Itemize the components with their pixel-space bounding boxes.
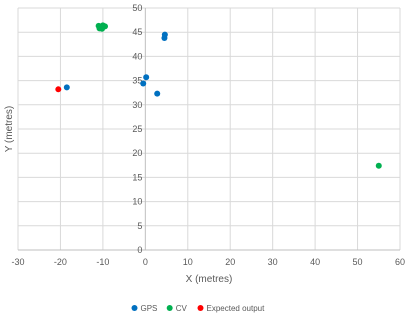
gps-point — [154, 90, 161, 97]
legend-label-cv: CV — [176, 304, 188, 313]
y-tick-labels: 0 5 10 15 20 25 30 35 40 45 50 — [132, 3, 142, 255]
x-tick-label: 30 — [268, 257, 278, 267]
y-tick-label: 30 — [132, 100, 142, 110]
y-tick-label: 10 — [132, 197, 142, 207]
x-tick-label: 40 — [310, 257, 320, 267]
x-tick-label: 20 — [225, 257, 235, 267]
y-tick-label: 5 — [137, 221, 142, 231]
expected-output-point — [55, 86, 62, 93]
data-points — [55, 22, 382, 169]
y-tick-label: 35 — [132, 76, 142, 86]
legend-label-gps: GPS — [141, 304, 158, 313]
y-tick-label: 25 — [132, 124, 142, 134]
y-tick-label: 15 — [132, 172, 142, 182]
y-tick-label: 0 — [137, 245, 142, 255]
legend: GPS CV Expected output — [131, 304, 266, 313]
y-axis-title: Y (metres) — [4, 106, 15, 153]
x-tick-label: -20 — [54, 257, 67, 267]
gps-point — [161, 31, 168, 38]
legend-label-expected-output: Expected output — [207, 304, 266, 313]
x-tick-label: 10 — [183, 257, 193, 267]
x-tick-label: 60 — [395, 257, 405, 267]
x-tick-label: 50 — [353, 257, 363, 267]
gps-point — [143, 74, 150, 81]
y-tick-label: 50 — [132, 3, 142, 13]
y-tick-label: 20 — [132, 148, 142, 158]
legend-marker-gps — [131, 305, 138, 311]
cv-point — [375, 162, 382, 169]
x-tick-label: 0 — [143, 257, 148, 267]
gps-point — [140, 80, 147, 87]
x-tick-label: -10 — [96, 257, 109, 267]
legend-marker-expected-output — [197, 305, 204, 311]
cv-point — [99, 25, 106, 32]
x-tick-label: -30 — [11, 257, 24, 267]
gps-point — [63, 84, 70, 91]
grid-lines — [17, 7, 401, 250]
y-tick-label: 40 — [132, 51, 142, 61]
x-axis-title: X (metres) — [186, 274, 233, 285]
legend-marker-cv — [166, 305, 173, 311]
axes — [18, 8, 400, 251]
y-tick-label: 45 — [132, 27, 142, 37]
x-tick-labels: -30 -20 -10 0 10 20 30 40 50 60 — [11, 257, 405, 267]
